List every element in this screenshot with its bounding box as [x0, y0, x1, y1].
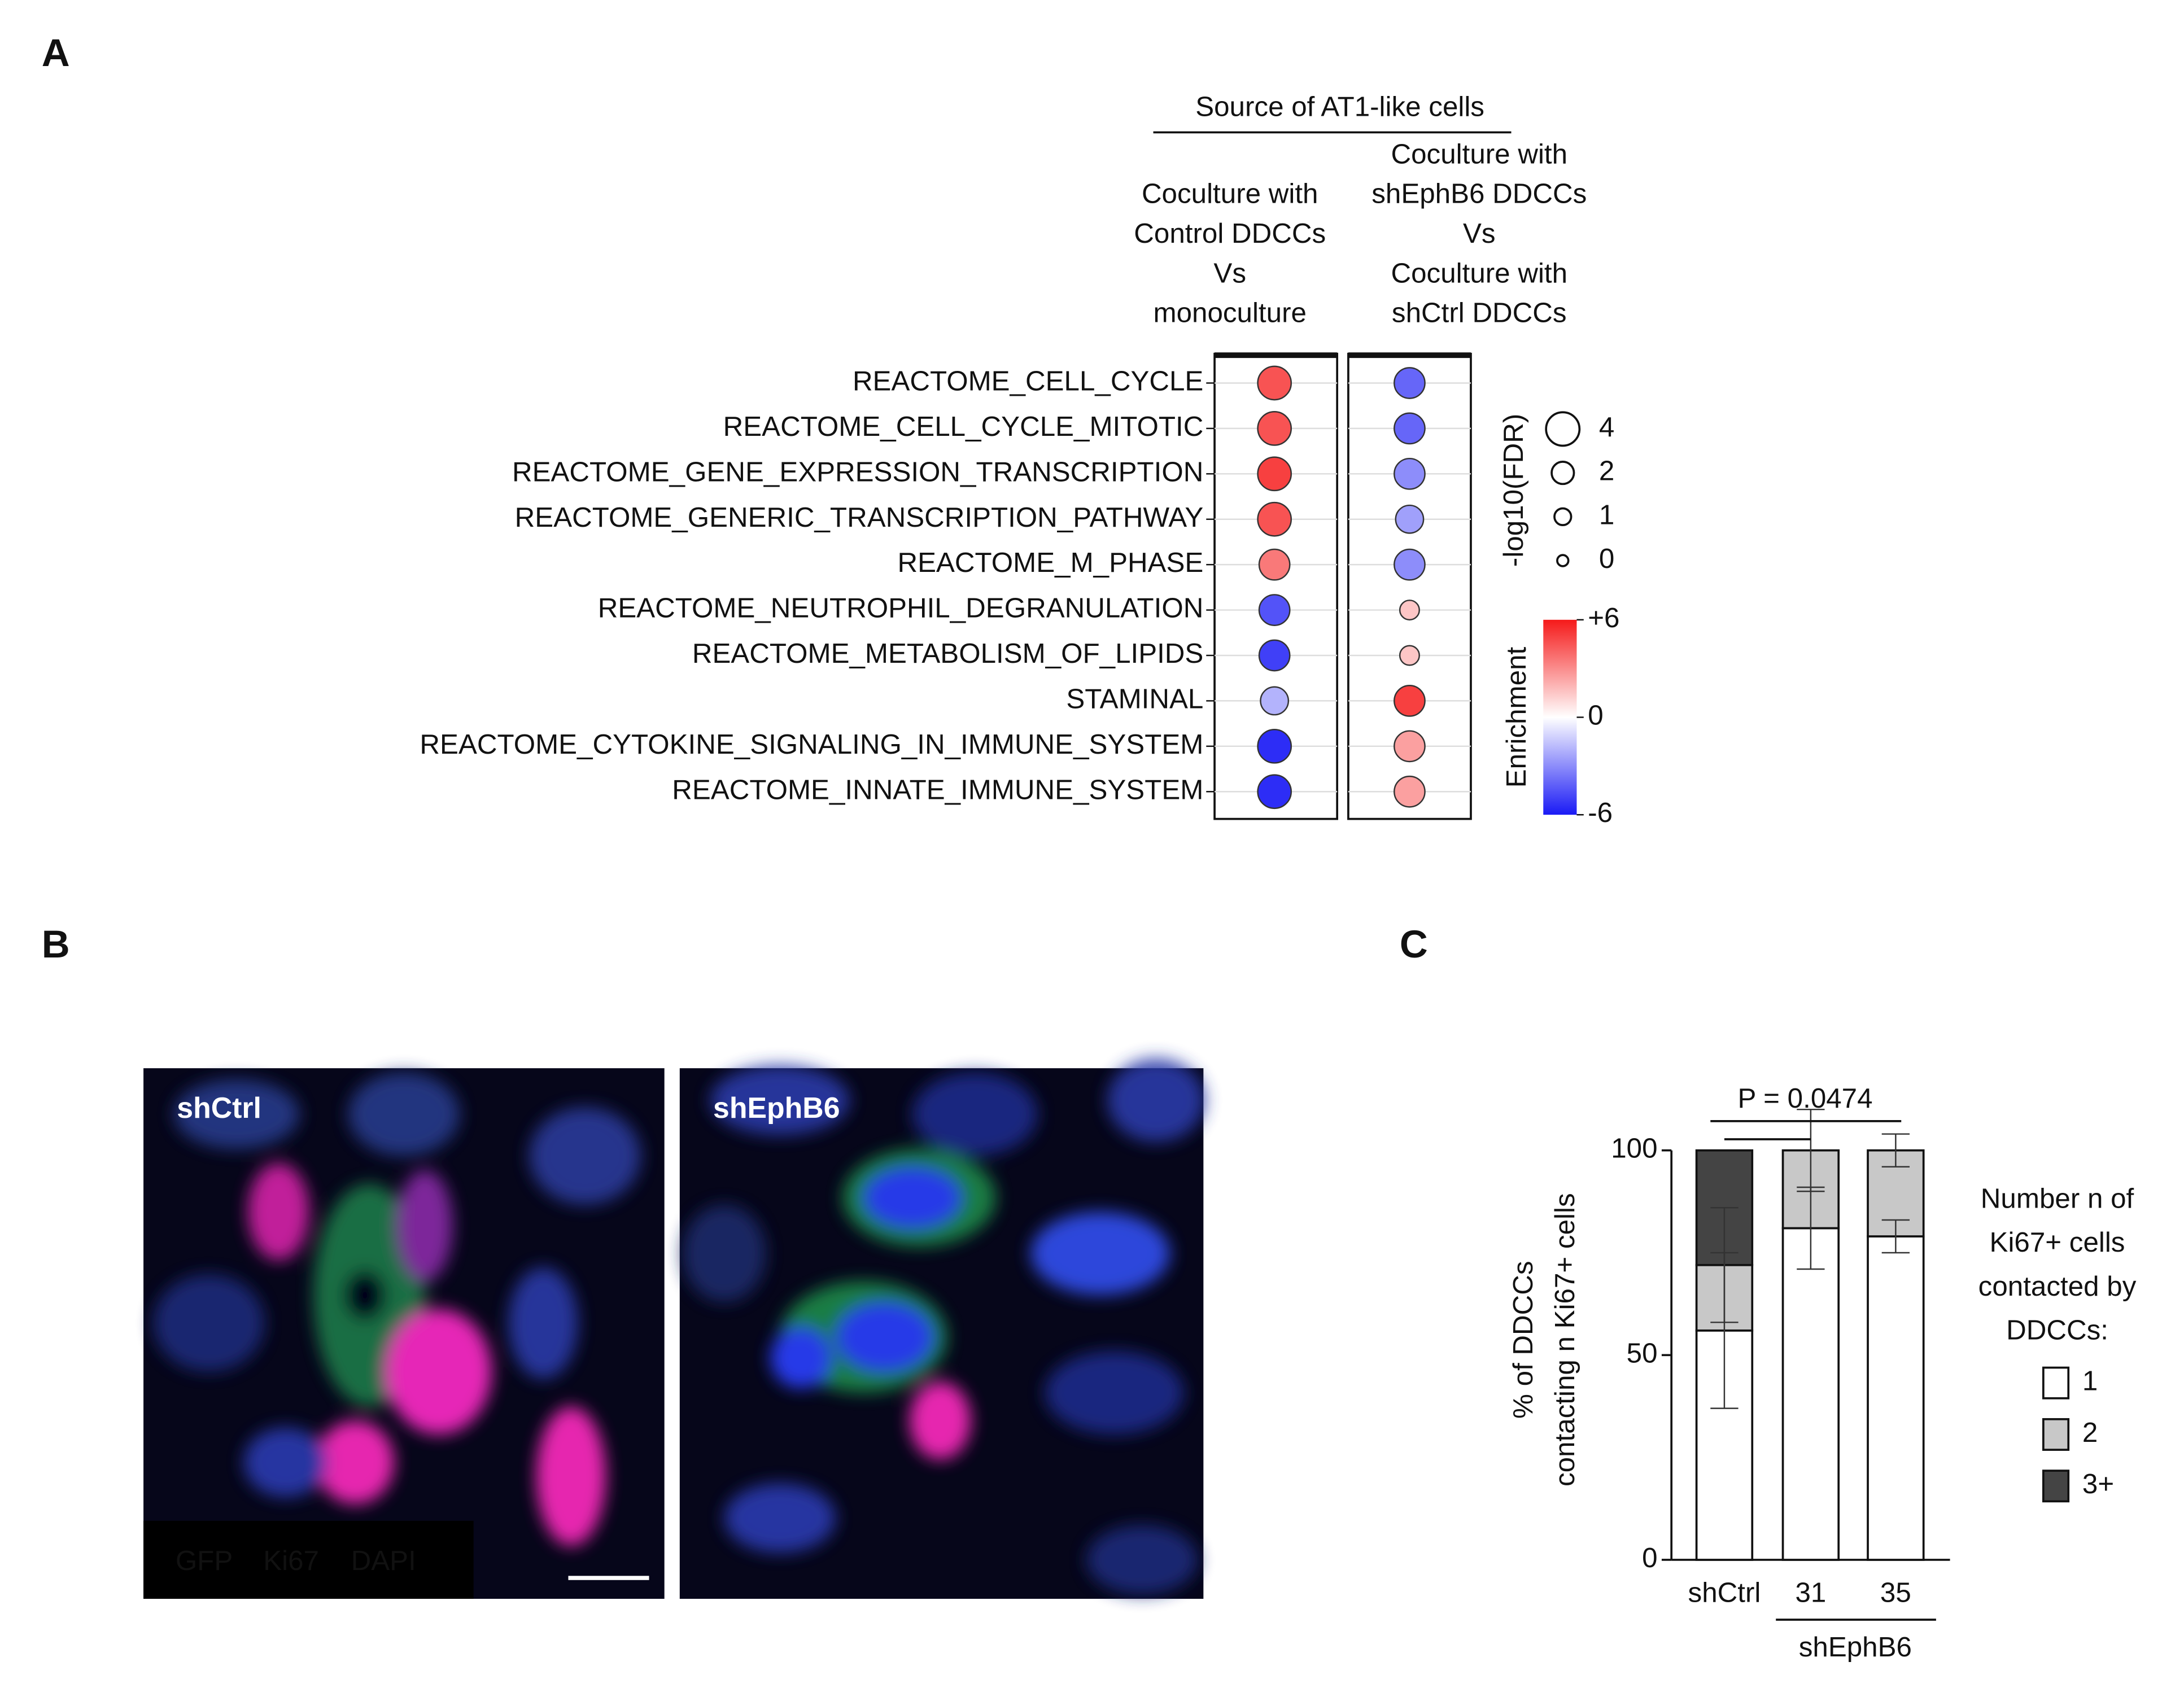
column-label: Coculture with: [1391, 257, 1568, 288]
micrograph: [143, 1058, 1205, 1599]
stain-label: GFP: [176, 1545, 233, 1576]
colorbar: [1543, 619, 1577, 815]
dot: [1258, 639, 1291, 672]
legend-title: DDCCs:: [2006, 1315, 2108, 1346]
group-label: shEphB6: [1799, 1632, 1912, 1663]
row-label: REACTOME_NEUTROPHIL_DEGRANULATION: [598, 593, 1204, 624]
size-legend-title: -log10(FDR): [1498, 414, 1529, 567]
dot: [1258, 548, 1291, 581]
error-bar: [1710, 1207, 1739, 1323]
column-label: Vs: [1213, 257, 1246, 288]
x-tick-label: 35: [1880, 1577, 1911, 1608]
column-label: Control DDCCs: [1134, 218, 1326, 249]
legend-swatch: [2042, 1418, 2070, 1451]
legend-swatch: [2042, 1470, 2070, 1503]
column-label: shCtrl DDCCs: [1392, 298, 1567, 329]
size-legend-dot: [1556, 554, 1570, 567]
error-bar: [1881, 1133, 1910, 1167]
image-label: shEphB6: [713, 1091, 840, 1124]
dot: [1394, 730, 1426, 763]
row-label: REACTOME_CYTOKINE_SIGNALING_IN_IMMUNE_SY…: [420, 729, 1203, 760]
column-label: Coculture with: [1142, 178, 1318, 209]
column-label: monoculture: [1153, 298, 1306, 329]
legend-swatch: [2042, 1366, 2070, 1400]
panel-label: C: [1400, 922, 1428, 966]
dot: [1257, 728, 1292, 764]
legend-title: contacted by: [1978, 1271, 2137, 1302]
annotation: P = 0.0474: [1737, 1083, 1872, 1114]
dot: [1257, 456, 1292, 492]
y-tick-label: 0: [1642, 1542, 1657, 1573]
dot: [1257, 365, 1292, 401]
y-tick-label: 50: [1627, 1337, 1658, 1368]
y-axis-label: % of DDCCs: [1508, 1261, 1539, 1419]
legend-title: Number n of: [1981, 1183, 2134, 1214]
y-tick-label: 100: [1611, 1133, 1657, 1164]
dot: [1394, 412, 1426, 445]
dot: [1257, 501, 1292, 537]
row-label: REACTOME_CELL_CYCLE: [853, 366, 1203, 397]
row-label: REACTOME_METABOLISM_OF_LIPIDS: [692, 638, 1204, 669]
legend-label: 3+: [2082, 1468, 2114, 1499]
dot: [1394, 367, 1426, 399]
size-legend-dot: [1553, 507, 1573, 526]
column-label: shEphB6 DDCCs: [1371, 178, 1587, 209]
size-legend-label: 1: [1599, 499, 1614, 530]
dot: [1394, 457, 1426, 490]
stain-label: Ki67: [263, 1545, 319, 1576]
dot: [1258, 594, 1291, 626]
legend-title: Ki67+ cells: [1990, 1227, 2125, 1258]
error-bar: [1881, 1219, 1910, 1254]
row-label: REACTOME_GENE_EXPRESSION_TRANSCRIPTION: [512, 456, 1203, 487]
dot: [1399, 645, 1420, 666]
dot: [1394, 548, 1426, 581]
column-label: Coculture with: [1391, 138, 1568, 169]
dot: [1257, 411, 1292, 446]
chart-title: Source of AT1-like cells: [1195, 91, 1484, 123]
dot: [1395, 504, 1425, 534]
row-label: REACTOME_GENERIC_TRANSCRIPTION_PATHWAY: [515, 502, 1204, 533]
bar-segment: [1781, 1227, 1840, 1561]
size-legend-label: 4: [1599, 412, 1614, 443]
row-label: REACTOME_CELL_CYCLE_MITOTIC: [723, 411, 1204, 442]
legend-label: 2: [2082, 1417, 2098, 1448]
y-axis-label: contacting n Ki67+ cells: [1549, 1193, 1580, 1486]
image-label: shCtrl: [177, 1091, 261, 1124]
dot: [1399, 600, 1420, 621]
dot: [1257, 774, 1292, 810]
row-label: REACTOME_INNATE_IMMUNE_SYSTEM: [672, 774, 1203, 805]
stain-label: DAPI: [351, 1545, 416, 1576]
colorbar-label: 0: [1588, 700, 1603, 731]
colorbar-label: -6: [1588, 797, 1613, 828]
panel-label: B: [42, 922, 70, 966]
dot: [1394, 685, 1426, 717]
x-tick-label: shCtrl: [1688, 1577, 1761, 1608]
row-label: REACTOME_M_PHASE: [898, 547, 1204, 578]
size-legend-label: 0: [1599, 543, 1614, 574]
colorbar-label: +6: [1588, 602, 1619, 633]
size-legend-dot: [1545, 411, 1581, 447]
size-legend-label: 2: [1599, 456, 1614, 487]
dot: [1394, 775, 1426, 808]
size-legend-dot: [1550, 461, 1575, 486]
x-tick-label: 31: [1795, 1577, 1826, 1608]
row-label: STAMINAL: [1066, 683, 1203, 714]
bar-segment: [1867, 1235, 1925, 1561]
error-bar: [1797, 1108, 1825, 1192]
dot: [1260, 686, 1290, 716]
column-label: Vs: [1463, 218, 1496, 249]
legend-label: 1: [2082, 1366, 2098, 1397]
panel-label: A: [42, 30, 70, 75]
colorbar-title: Enrichment: [1501, 646, 1532, 788]
